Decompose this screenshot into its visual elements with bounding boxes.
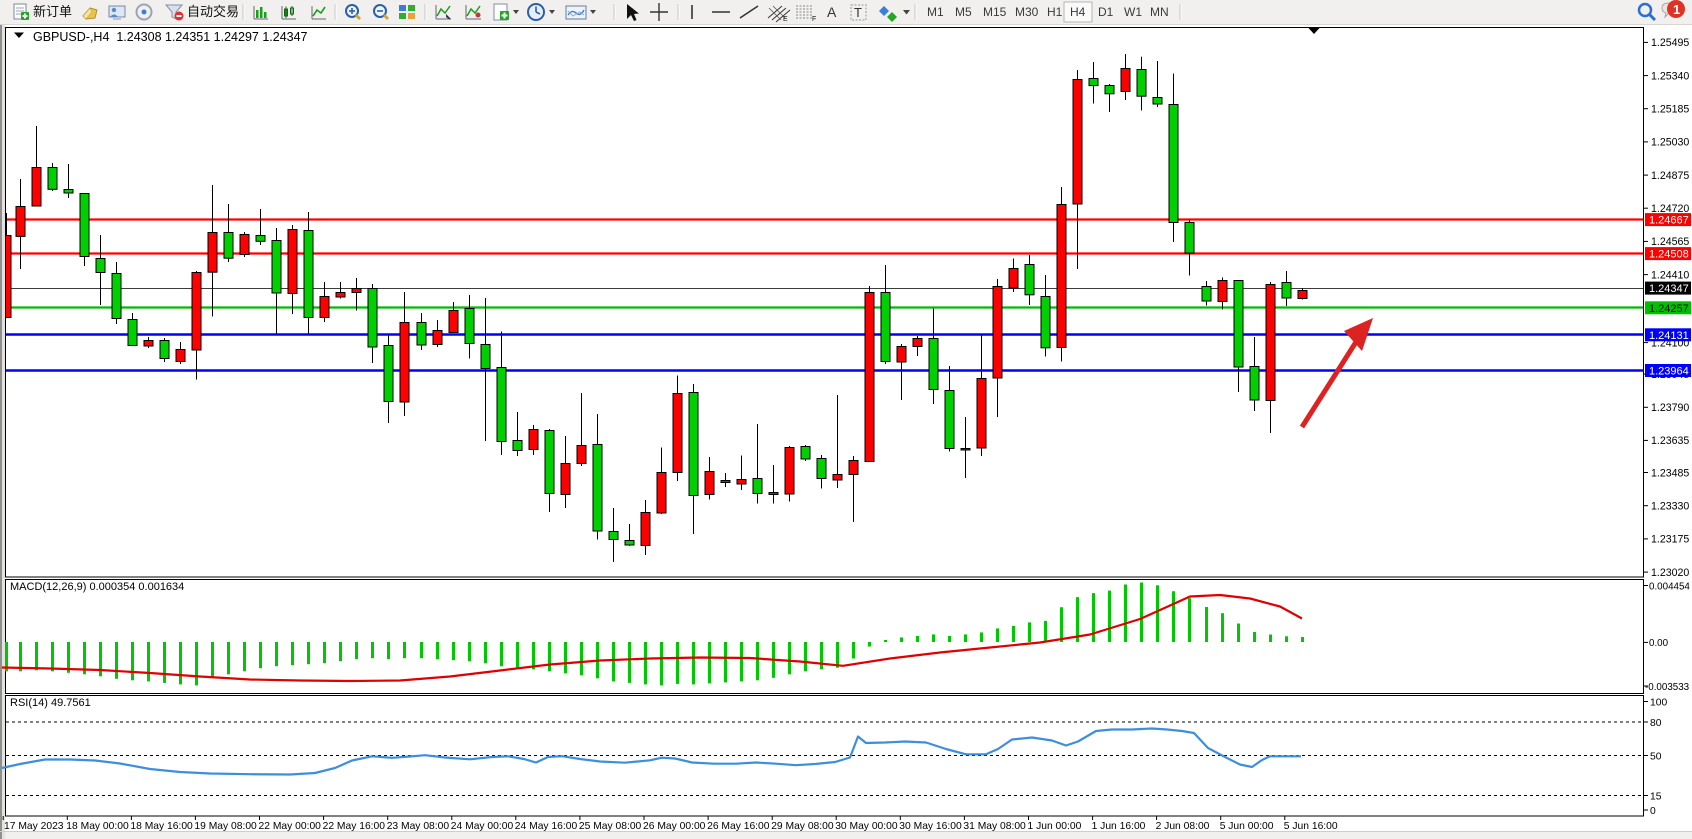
svg-text:1 Jun 00:00: 1 Jun 00:00 <box>1028 821 1082 832</box>
svg-text:T: T <box>854 5 862 20</box>
svg-text:GBPUSD-,H4 1.24308 1.24351 1.: GBPUSD-,H4 1.24308 1.24351 1.24297 1.243… <box>33 30 308 44</box>
svg-text:30 May 00:00: 30 May 00:00 <box>835 821 898 832</box>
svg-text:1.24875: 1.24875 <box>1651 170 1689 182</box>
svg-text:30 May 16:00: 30 May 16:00 <box>899 821 962 832</box>
svg-text:1: 1 <box>1673 2 1680 17</box>
svg-text:W1: W1 <box>1124 5 1142 19</box>
svg-text:26 May 16:00: 26 May 16:00 <box>707 821 770 832</box>
svg-text:1.23175: 1.23175 <box>1651 534 1689 546</box>
svg-text:F: F <box>812 16 816 23</box>
svg-text:18 May 00:00: 18 May 00:00 <box>66 821 129 832</box>
svg-text:-0.003533: -0.003533 <box>1645 682 1690 693</box>
svg-text:自动交易: 自动交易 <box>187 4 239 19</box>
svg-text:M5: M5 <box>955 5 972 19</box>
svg-text:1.24720: 1.24720 <box>1651 203 1689 215</box>
svg-text:23 May 08:00: 23 May 08:00 <box>387 821 450 832</box>
svg-text:22 May 16:00: 22 May 16:00 <box>323 821 386 832</box>
svg-text:1.25030: 1.25030 <box>1651 137 1689 149</box>
svg-text:M1: M1 <box>927 5 944 19</box>
svg-text:1.24667: 1.24667 <box>1649 215 1689 227</box>
svg-text:24 May 16:00: 24 May 16:00 <box>515 821 578 832</box>
svg-text:1.23485: 1.23485 <box>1651 467 1689 479</box>
svg-text:H1: H1 <box>1047 5 1063 19</box>
svg-text:M30: M30 <box>1015 5 1039 19</box>
svg-text:5 Jun 00:00: 5 Jun 00:00 <box>1220 821 1274 832</box>
svg-text:1.24257: 1.24257 <box>1649 303 1689 315</box>
svg-text:1.24347: 1.24347 <box>1649 283 1689 295</box>
svg-text:1.23790: 1.23790 <box>1651 402 1689 414</box>
svg-text:1.23964: 1.23964 <box>1649 366 1689 378</box>
svg-text:22 May 00:00: 22 May 00:00 <box>259 821 322 832</box>
svg-text:H4: H4 <box>1070 5 1086 19</box>
svg-text:1.24410: 1.24410 <box>1651 269 1689 281</box>
svg-text:E: E <box>783 16 788 23</box>
svg-text:1.25495: 1.25495 <box>1651 37 1689 49</box>
svg-text:A: A <box>827 4 837 20</box>
svg-text:31 May 08:00: 31 May 08:00 <box>963 821 1026 832</box>
svg-text:18 May 16:00: 18 May 16:00 <box>130 821 193 832</box>
svg-text:D1: D1 <box>1098 5 1114 19</box>
svg-text:5 Jun 16:00: 5 Jun 16:00 <box>1284 821 1338 832</box>
svg-text:1.23635: 1.23635 <box>1651 435 1689 447</box>
svg-text:0.00: 0.00 <box>1649 638 1669 649</box>
svg-text:新订单: 新订单 <box>33 4 72 19</box>
svg-text:2 Jun 08:00: 2 Jun 08:00 <box>1156 821 1210 832</box>
svg-text:MACD(12,26,9) 0.000354 0.00163: MACD(12,26,9) 0.000354 0.001634 <box>10 581 184 593</box>
svg-text:RSI(14) 49.7561: RSI(14) 49.7561 <box>10 697 91 709</box>
svg-text:100: 100 <box>1650 698 1667 709</box>
svg-text:1.25340: 1.25340 <box>1651 70 1689 82</box>
svg-text:1.23020: 1.23020 <box>1651 567 1689 579</box>
svg-text:29 May 08:00: 29 May 08:00 <box>771 821 834 832</box>
svg-text:17 May 2023: 17 May 2023 <box>4 821 64 832</box>
svg-text:19 May 08:00: 19 May 08:00 <box>194 821 257 832</box>
svg-text:25 May 08:00: 25 May 08:00 <box>579 821 642 832</box>
svg-text:MN: MN <box>1150 5 1169 19</box>
svg-text:1.24565: 1.24565 <box>1651 236 1689 248</box>
svg-text:15: 15 <box>1650 792 1662 803</box>
svg-text:M15: M15 <box>983 5 1007 19</box>
svg-text:1.23330: 1.23330 <box>1651 501 1689 513</box>
svg-text:24 May 00:00: 24 May 00:00 <box>451 821 514 832</box>
svg-text:1.25185: 1.25185 <box>1651 104 1689 116</box>
svg-text:1.24131: 1.24131 <box>1649 330 1689 342</box>
svg-text:0: 0 <box>1650 806 1656 817</box>
svg-text:50: 50 <box>1650 752 1662 763</box>
svg-text:1.24508: 1.24508 <box>1649 249 1689 261</box>
svg-text:1 Jun 16:00: 1 Jun 16:00 <box>1092 821 1146 832</box>
svg-text:0.004454: 0.004454 <box>1649 581 1690 592</box>
svg-text:80: 80 <box>1650 718 1662 729</box>
svg-text:26 May 00:00: 26 May 00:00 <box>643 821 706 832</box>
